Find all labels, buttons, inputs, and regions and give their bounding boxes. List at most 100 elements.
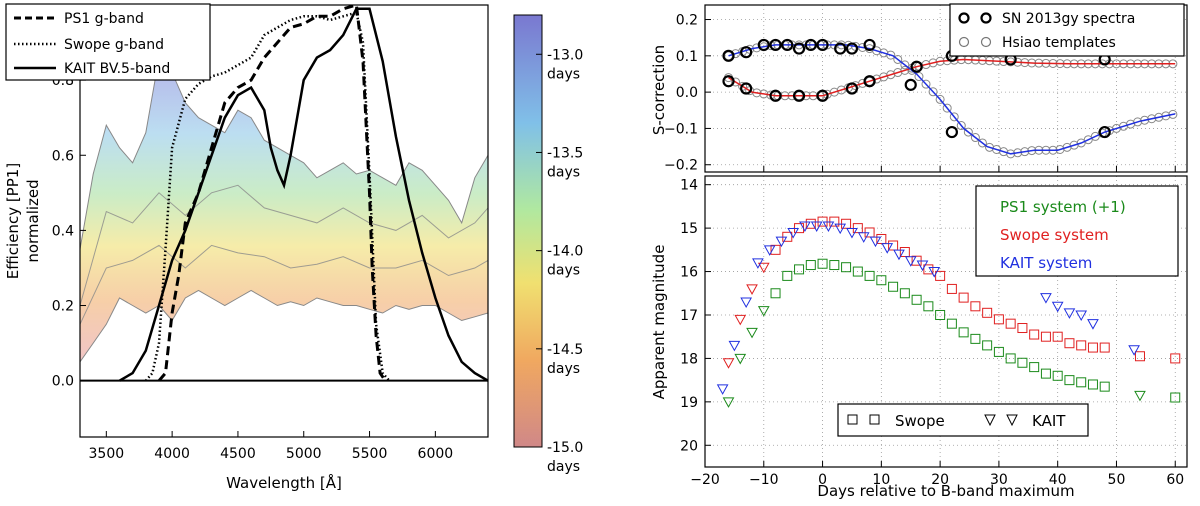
mag-point-square <box>970 301 981 312</box>
spectrum-point <box>792 42 806 55</box>
spectrum-point <box>845 42 859 55</box>
legend-triangle-marker-2 <box>1006 414 1018 427</box>
bottom-xtick-label: 0 <box>818 472 827 488</box>
colorbar-tick-unit: days <box>547 263 580 279</box>
bottom-ytick-label: 15 <box>680 221 698 237</box>
spectrum-line-0 <box>80 184 488 306</box>
mag-point-triangle <box>1063 308 1076 319</box>
legend-kait-marker: KAIT <box>1032 412 1066 430</box>
legend-spectra-marker <box>958 12 970 24</box>
mag-point-triangle <box>1040 293 1052 304</box>
legend-hsiao: Hsiao templates <box>1002 35 1116 51</box>
mag-point-square <box>1076 340 1087 351</box>
spectrum-point <box>769 89 782 102</box>
mag-point-square <box>770 244 781 255</box>
mag-point-square <box>876 275 887 286</box>
bottom-xtick-label: 50 <box>1108 472 1126 488</box>
mag-point-square <box>1134 351 1145 362</box>
mag-point-triangle <box>1075 310 1088 322</box>
left-ytick-label: 0.4 <box>52 223 74 239</box>
spectrum-point <box>904 78 917 91</box>
colorbar-tick-unit: days <box>547 459 580 475</box>
bottom-ytick-label: 17 <box>680 308 698 324</box>
mag-point-square <box>1005 318 1016 329</box>
hsiao-point <box>970 133 980 143</box>
spectrum-point <box>757 38 770 52</box>
mag-point-square <box>817 258 828 269</box>
magnitude-panel: −20 −10 0 10 20 30 40 50 60 14 15 16 17 18 19 20 Days r… <box>650 175 1188 500</box>
mag-point-triangle <box>757 262 770 274</box>
mag-point-square <box>982 307 993 318</box>
mag-point-triangle <box>722 397 735 408</box>
bottom-xtick-label: 40 <box>1049 472 1067 488</box>
mag-point-square <box>970 333 981 344</box>
left-xtick-label: 5500 <box>352 446 388 462</box>
top-ylabel: S-correction <box>650 45 668 135</box>
left-ytick-label: 0.0 <box>52 374 74 390</box>
mag-point-square <box>794 264 805 275</box>
mag-point-square <box>993 346 1004 357</box>
mag-point-triangle <box>787 227 800 239</box>
mag-point-triangle <box>1128 345 1140 356</box>
mag-point-square <box>899 247 910 258</box>
mag-point-square <box>1064 338 1075 349</box>
colorbar-tick-label: -13.0 <box>547 47 583 63</box>
left-xtick-label: 6000 <box>418 446 454 462</box>
colorbar-tick-unit: days <box>547 66 580 82</box>
bottom-xtick-label: 10 <box>872 472 890 488</box>
mag-point-triangle <box>846 227 858 239</box>
bottom-xtick-label: −10 <box>749 472 779 488</box>
mag-point-square <box>911 294 922 305</box>
bottom-ticks: −20 −10 0 10 20 30 40 50 60 14 15 16 17 18 19 20 <box>680 178 1184 488</box>
mag-point-square <box>935 309 946 320</box>
spectrum-point <box>863 75 876 88</box>
hsiao-point <box>977 138 987 148</box>
left-ytick-label: 0.6 <box>52 148 74 164</box>
hsiao-point <box>914 72 924 82</box>
left-xtick-label: 4000 <box>154 446 190 462</box>
colorbar-tick-label: -13.5 <box>547 145 583 161</box>
mag-point-triangle <box>822 221 835 232</box>
filter-curves <box>80 5 488 382</box>
mag-point-triangle <box>1087 319 1099 330</box>
legend-kait: KAIT BV.5-band <box>64 61 170 77</box>
mag-point-square <box>864 270 875 281</box>
mag-point-triangle <box>740 297 752 308</box>
hsiao-point <box>893 54 903 64</box>
s-correction-panel: 0.2 0.1 0.0 −0.1 −0.2 S-correction SN 2013gy… <box>650 3 1188 174</box>
mag-point-triangle <box>916 260 929 272</box>
legend-square-marker <box>847 414 858 425</box>
mag-point-square <box>1029 362 1040 373</box>
spectrum-line-1 <box>80 244 488 325</box>
mag-point-square <box>1087 379 1098 390</box>
spectrum-point <box>816 89 829 102</box>
mag-point-triangle <box>799 221 811 232</box>
colorbar-tick-label: -14.5 <box>547 342 583 358</box>
hsiao-point <box>731 77 741 87</box>
mag-point-square <box>935 270 946 281</box>
bottom-ylabel: Apparent magnitude <box>650 245 668 400</box>
spectrum-point <box>792 89 806 102</box>
mag-point-triangle <box>775 236 788 248</box>
mag-point-square <box>1040 368 1051 379</box>
mag-point-square <box>1099 342 1110 353</box>
colorbar-tick-unit: days <box>547 164 580 180</box>
mag-point-square <box>899 288 910 299</box>
left-ylabel: Efficiency [PP1] <box>4 163 22 279</box>
mag-point-triangle <box>810 221 823 232</box>
colorbar-gradient <box>513 14 543 448</box>
top-legend: SN 2013gy spectra Hsiao templates <box>949 3 1185 57</box>
legend-spectra-marker-2 <box>980 12 992 24</box>
spectrum-point <box>1098 125 1111 139</box>
mag-point-triangle <box>722 358 735 369</box>
hsiao-point <box>928 87 938 97</box>
spectrum-point <box>769 38 782 52</box>
top-axes-frame <box>704 4 1188 173</box>
bottom-xtick-label: 20 <box>931 472 949 488</box>
mag-point-square <box>993 314 1004 325</box>
bottom-ytick-label: 19 <box>680 395 698 411</box>
spectrum-envelope <box>80 56 488 363</box>
spectrum-point <box>945 125 958 139</box>
mag-point-triangle <box>734 314 747 326</box>
